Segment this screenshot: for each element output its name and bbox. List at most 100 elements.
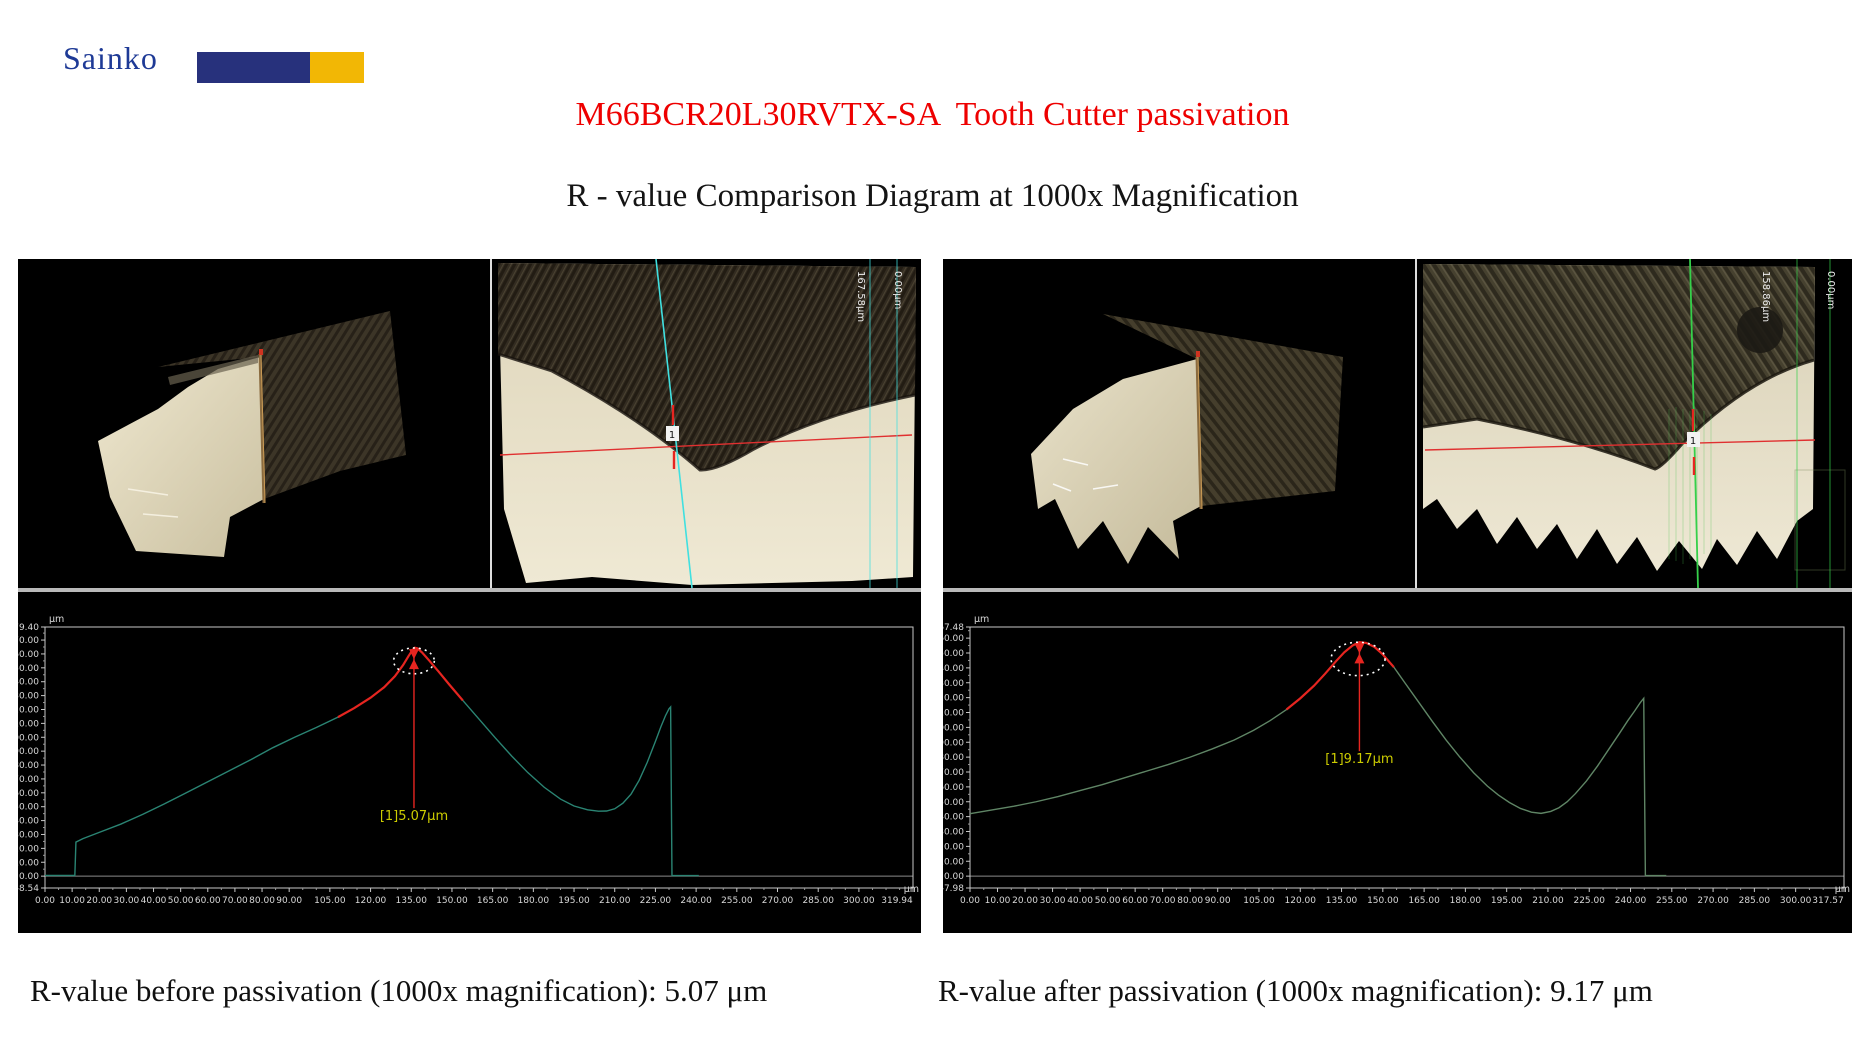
- svg-text:270.00: 270.00: [1697, 896, 1729, 906]
- svg-text:μm: μm: [974, 614, 989, 625]
- svg-text:135.00: 135.00: [396, 896, 428, 906]
- svg-text:0.00: 0.00: [35, 896, 55, 906]
- svg-text:120.00: 120.00: [18, 705, 39, 715]
- after-r-value-annotation: [1]9.17μm: [1325, 752, 1393, 767]
- svg-text:60.00: 60.00: [18, 789, 39, 799]
- svg-text:105.00: 105.00: [1243, 896, 1275, 906]
- after-profile-chart: 167.48160.00 150.00 140.00 130.00 120.00 110.…: [943, 592, 1852, 933]
- svg-text:10.00: 10.00: [59, 896, 85, 906]
- svg-text:150.00: 150.00: [943, 649, 964, 659]
- svg-text:150.00: 150.00: [1367, 896, 1399, 906]
- svg-text:270.00: 270.00: [762, 896, 794, 906]
- svg-text:-7.98: -7.98: [943, 884, 964, 894]
- before-2d-graphic: 1 167.58μm 0.00μm: [497, 259, 916, 588]
- svg-text:μm: μm: [49, 614, 64, 625]
- before-group: 1 167.58μm 0.00μm 179.40 170.00 1 60.00 150.…: [18, 259, 921, 933]
- svg-text:319.94: 319.94: [881, 896, 913, 906]
- marker-box-number: 1: [669, 430, 675, 441]
- svg-text:170.00: 170.00: [18, 636, 39, 646]
- svg-text:80.00: 80.00: [943, 753, 964, 763]
- svg-text:30.00: 30.00: [114, 896, 140, 906]
- before-r-value-annotation: [1]5.07μm: [380, 809, 448, 824]
- svg-text:80.00: 80.00: [18, 761, 39, 771]
- before-chart-svg: 179.40 170.00 160.00 150.00 140.00 130.00 120.…: [18, 614, 919, 906]
- svg-text:150.00: 150.00: [18, 664, 39, 674]
- svg-text:60.00: 60.00: [1122, 896, 1148, 906]
- svg-text:285.00: 285.00: [802, 896, 834, 906]
- svg-text:195.00: 195.00: [558, 896, 590, 906]
- svg-text:70.00: 70.00: [18, 775, 39, 785]
- caption-after: R-value after passivation (1000x magnifi…: [938, 973, 1653, 1008]
- svg-text:240.00: 240.00: [680, 896, 712, 906]
- svg-text:40.00: 40.00: [1067, 896, 1093, 906]
- svg-text:179.40: 179.40: [18, 623, 39, 633]
- after-divider: [943, 588, 1852, 592]
- svg-text:165.00: 165.00: [477, 896, 509, 906]
- after-2d-image: 1 158.86μm 0.00μm: [1417, 259, 1852, 588]
- svg-text:225.00: 225.00: [640, 896, 672, 906]
- svg-text:100.00: 100.00: [18, 733, 39, 743]
- svg-text:120.00: 120.00: [355, 896, 387, 906]
- before-image-row: 1 167.58μm 0.00μm: [18, 259, 921, 588]
- marker-box: [1687, 432, 1700, 447]
- after-3d-graphic: [1031, 314, 1343, 564]
- depth-scale-zero-label: 0.00μm: [892, 271, 903, 309]
- depth-scale-max-label: 158.86μm: [1760, 271, 1771, 322]
- svg-text:110.00: 110.00: [18, 719, 39, 729]
- before-divider: [18, 588, 921, 592]
- svg-text:20.00: 20.00: [86, 896, 112, 906]
- logo-bar-yellow: [310, 52, 364, 83]
- svg-text:70.00: 70.00: [222, 896, 248, 906]
- svg-text:120.00: 120.00: [1285, 896, 1317, 906]
- before-3d-image: [18, 259, 490, 588]
- svg-text:240.00: 240.00: [1615, 896, 1647, 906]
- svg-text:110.00: 110.00: [943, 709, 964, 719]
- svg-text:70.00: 70.00: [1150, 896, 1176, 906]
- svg-text:40.00: 40.00: [943, 813, 964, 823]
- svg-text:105.00: 105.00: [314, 896, 346, 906]
- svg-text:150.00: 150.00: [436, 896, 468, 906]
- marker-box: [666, 426, 679, 441]
- page-subtitle: R - value Comparison Diagram at 1000x Ma…: [566, 178, 1299, 214]
- before-3d-graphic: [98, 311, 406, 557]
- svg-text:10.00: 10.00: [985, 896, 1011, 906]
- svg-text:30.00: 30.00: [943, 828, 964, 838]
- svg-text:50.00: 50.00: [1095, 896, 1121, 906]
- svg-text:255.00: 255.00: [1656, 896, 1688, 906]
- svg-text:0.00: 0.00: [19, 872, 39, 882]
- svg-text:50.00: 50.00: [168, 896, 194, 906]
- svg-text:10.00: 10.00: [943, 857, 964, 867]
- svg-text:90.00: 90.00: [18, 747, 39, 757]
- svg-text:50.00: 50.00: [18, 803, 39, 813]
- svg-text:0.00: 0.00: [944, 872, 964, 882]
- svg-text:317.57: 317.57: [1812, 896, 1844, 906]
- svg-text:210.00: 210.00: [599, 896, 631, 906]
- svg-text:20.00: 20.00: [18, 844, 39, 854]
- before-profile-chart: 179.40 170.00 160.00 150.00 140.00 130.00 120.…: [18, 592, 921, 933]
- svg-text:180.00: 180.00: [1450, 896, 1482, 906]
- depth-scale-zero-label: 0.00μm: [1825, 271, 1836, 309]
- svg-text:20.00: 20.00: [1012, 896, 1038, 906]
- svg-text:-8.54: -8.54: [18, 884, 39, 894]
- svg-text:255.00: 255.00: [721, 896, 753, 906]
- svg-text:μm: μm: [904, 884, 919, 895]
- svg-text:90.00: 90.00: [276, 896, 302, 906]
- svg-text:60.00: 60.00: [943, 783, 964, 793]
- svg-text:130.00: 130.00: [18, 692, 39, 702]
- svg-text:165.00: 165.00: [1408, 896, 1440, 906]
- svg-text:180.00: 180.00: [518, 896, 550, 906]
- svg-text:195.00: 195.00: [1491, 896, 1523, 906]
- svg-text:90.00: 90.00: [1205, 896, 1231, 906]
- caption-before: R-value before passivation (1000x magnif…: [30, 973, 768, 1008]
- svg-text:140.00: 140.00: [18, 678, 39, 688]
- svg-text:100.00: 100.00: [943, 723, 964, 733]
- svg-text:40.00: 40.00: [141, 896, 167, 906]
- svg-text:300.00: 300.00: [1780, 896, 1812, 906]
- svg-text:60.00: 60.00: [195, 896, 221, 906]
- svg-text:80.00: 80.00: [249, 896, 275, 906]
- after-group: 1 158.86μm 0.00μm 167.48160.00150.00140.…: [943, 259, 1852, 933]
- svg-text:167.48: 167.48: [943, 623, 964, 633]
- after-chart-svg: 167.48160.00 150.00 140.00 130.00 120.00 110.…: [943, 614, 1850, 906]
- svg-text:80.00: 80.00: [1177, 896, 1203, 906]
